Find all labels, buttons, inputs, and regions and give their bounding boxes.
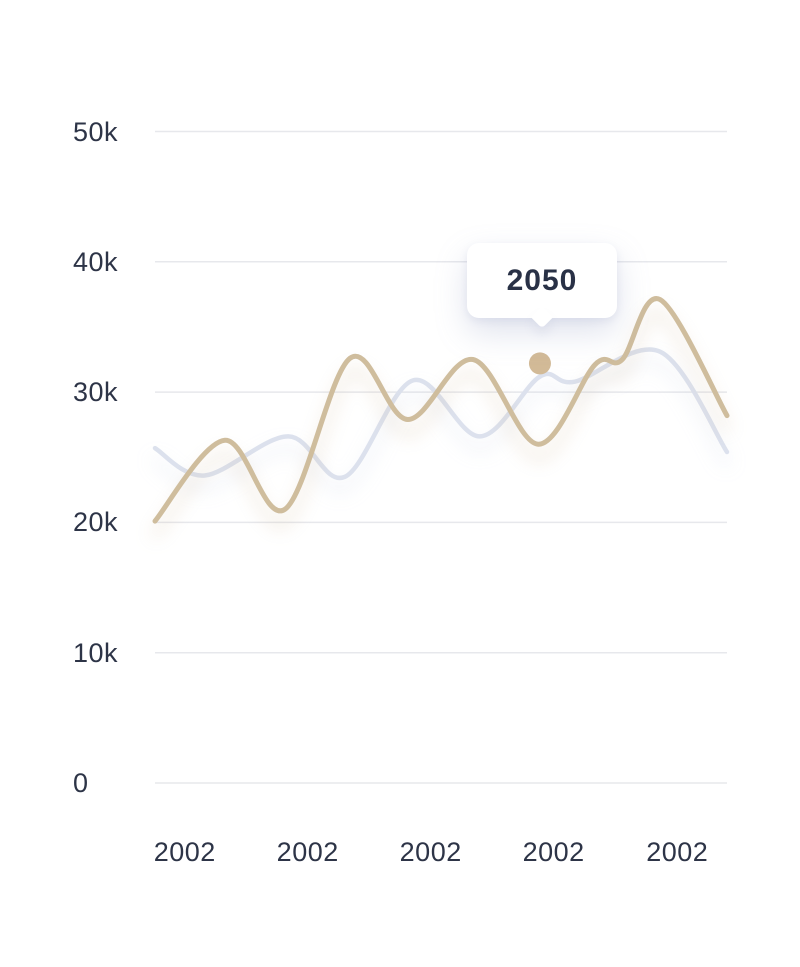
- y-axis-tick-label: 50k: [73, 116, 119, 147]
- y-axis-tick-label: 30k: [73, 377, 119, 408]
- y-axis-tick-label: 40k: [73, 246, 119, 277]
- x-axis-tick-label: 2002: [153, 837, 216, 867]
- x-axis-tick-label: 2002: [646, 837, 709, 867]
- x-axis-tick-label: 2002: [399, 837, 462, 867]
- primary-line[interactable]: [152, 296, 730, 524]
- tooltip-value: 2050: [506, 263, 578, 297]
- secondary-line[interactable]: [152, 347, 730, 481]
- highlight-dot[interactable]: [528, 352, 551, 375]
- x-axis-tick-label: 2002: [276, 837, 339, 867]
- y-axis-tick-label: 10k: [73, 637, 119, 668]
- y-axis-tick-label: 20k: [73, 507, 119, 538]
- x-axis-tick-label: 2002: [522, 837, 585, 867]
- y-axis-tick-label: 0: [73, 768, 89, 798]
- tooltip: 2050: [466, 243, 617, 329]
